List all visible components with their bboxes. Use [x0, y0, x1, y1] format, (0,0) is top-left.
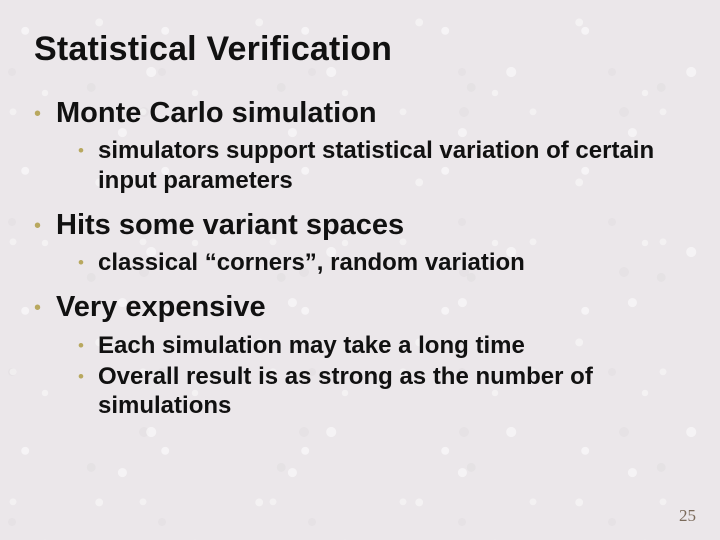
list-item: • Very expensive • Each simulation may t…	[34, 291, 686, 420]
bullet-icon: •	[78, 362, 98, 385]
bullet-icon: •	[34, 209, 56, 236]
bullet-list-level2: • simulators support statistical variati…	[78, 136, 686, 195]
bullet-text: Monte Carlo simulation	[56, 97, 377, 130]
bullet-row: • Very expensive	[34, 291, 686, 324]
bullet-icon: •	[78, 136, 98, 159]
list-item: • Overall result is as strong as the num…	[78, 362, 686, 421]
list-item: • Hits some variant spaces • classical “…	[34, 209, 686, 278]
slide: Statistical Verification • Monte Carlo s…	[0, 0, 720, 421]
list-item: • Monte Carlo simulation • simulators su…	[34, 97, 686, 195]
bullet-row: • Monte Carlo simulation	[34, 97, 686, 130]
bullet-text: classical “corners”, random variation	[98, 248, 525, 277]
bullet-text: Very expensive	[56, 291, 266, 324]
list-item: • simulators support statistical variati…	[78, 136, 686, 195]
bullet-text: Hits some variant spaces	[56, 209, 404, 242]
bullet-text: simulators support statistical variation…	[98, 136, 658, 195]
page-number: 25	[679, 506, 696, 526]
bullet-icon: •	[78, 248, 98, 271]
bullet-icon: •	[34, 291, 56, 318]
bullet-text: Overall result is as strong as the numbe…	[98, 362, 658, 421]
slide-title: Statistical Verification	[34, 30, 686, 69]
bullet-text: Each simulation may take a long time	[98, 331, 525, 360]
bullet-icon: •	[34, 97, 56, 124]
list-item: • Each simulation may take a long time	[78, 331, 686, 360]
bullet-list-level2: • classical “corners”, random variation	[78, 248, 686, 277]
list-item: • classical “corners”, random variation	[78, 248, 686, 277]
bullet-icon: •	[78, 331, 98, 354]
bullet-list-level2: • Each simulation may take a long time •…	[78, 331, 686, 421]
bullet-row: • simulators support statistical variati…	[78, 136, 686, 195]
bullet-row: • Each simulation may take a long time	[78, 331, 686, 360]
bullet-row: • Hits some variant spaces	[34, 209, 686, 242]
bullet-row: • classical “corners”, random variation	[78, 248, 686, 277]
bullet-list-level1: • Monte Carlo simulation • simulators su…	[34, 97, 686, 421]
bullet-row: • Overall result is as strong as the num…	[78, 362, 686, 421]
